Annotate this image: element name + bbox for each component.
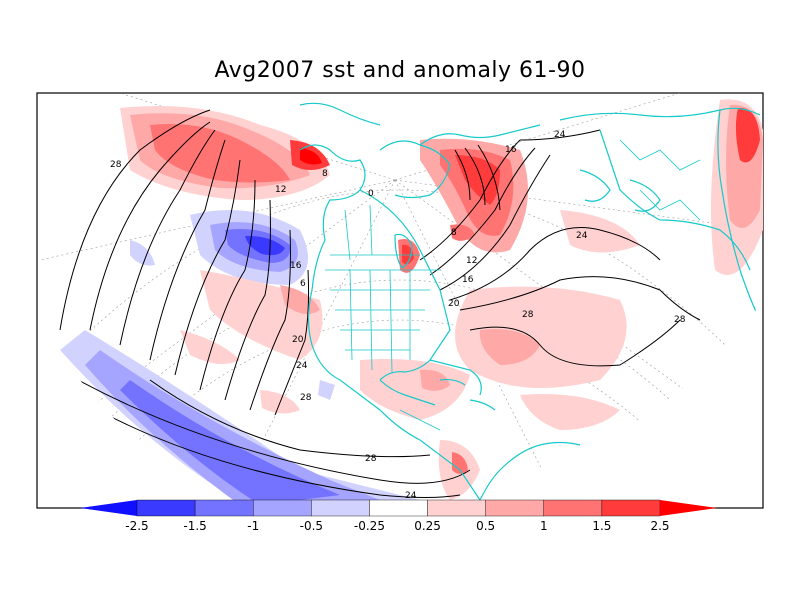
map-title: Avg2007 sst and anomaly 61-90: [214, 58, 586, 83]
colorbar-label: -0.5: [300, 519, 323, 533]
contour-label-c20-pac: 20: [292, 335, 304, 345]
contour-label-c6-pac: 6: [300, 279, 306, 289]
contour-label-c8-bering: 8: [322, 169, 328, 179]
colorbar-segment: [369, 499, 428, 517]
contour-label-c24-pac: 24: [296, 361, 308, 371]
colorbar-segment: [427, 499, 486, 517]
colorbar-segment: [311, 499, 370, 517]
colorbar-arrow-high: [660, 500, 717, 516]
colorbar-label: -2.5: [125, 519, 148, 533]
coastlines: [299, 102, 761, 501]
contour-label-c24-atl: 24: [576, 231, 588, 241]
contour-label-c28-nw: 28: [110, 160, 122, 170]
colorbar-label: 0.5: [476, 519, 495, 533]
contour-label-c12-gulf: 12: [275, 185, 286, 195]
map-content: [39, 93, 763, 505]
contour-labels: 28 12 16 8 6 20 24 28 28 24 12 16 20 28 24 28 24 16 8 0: [110, 130, 686, 501]
political-boundaries: [325, 139, 701, 431]
contour-label-c8-gl: 8: [451, 228, 457, 238]
colorbar-segment: [543, 499, 603, 517]
warm-anomaly-shading: [120, 99, 763, 500]
contour-label-c16-ne: 16: [505, 145, 517, 155]
colorbar-label: -1.5: [183, 519, 206, 533]
contour-label-c0-arc: 0: [368, 189, 374, 199]
contour-label-c16-pac: 16: [290, 261, 302, 271]
contour-label-c28-south: 28: [365, 454, 377, 464]
contour-label-c28-atl: 28: [522, 310, 534, 320]
contour-label-c24-south: 24: [405, 491, 417, 501]
colorbar: -2.5 -1.5 -1 -0.5 -0.25 0.25 0.5 1 1.5 2.5: [80, 499, 717, 533]
contour-label-c12-atl: 12: [466, 256, 477, 266]
colorbar-label: 0.25: [414, 519, 441, 533]
colorbar-label: 2.5: [650, 519, 669, 533]
contour-label-c28-pac: 28: [300, 393, 312, 403]
contour-label-c20-atl: 20: [448, 299, 460, 309]
contour-label-c16-atl: 16: [462, 275, 474, 285]
colorbar-arrow-low: [80, 500, 137, 516]
contour-label-c28-east: 28: [674, 315, 686, 325]
sst-contours: [59, 109, 701, 498]
colorbar-label: -1: [247, 519, 259, 533]
colorbar-label: 1.5: [592, 519, 611, 533]
colorbar-segment: [194, 499, 254, 517]
contour-label-c24-ne: 24: [554, 130, 566, 140]
colorbar-label: -0.25: [354, 519, 385, 533]
colorbar-segment: [253, 499, 312, 517]
colorbar-label: 1: [540, 519, 548, 533]
colorbar-segment: [136, 499, 196, 517]
colorbar-segment: [601, 499, 661, 517]
colorbar-segment: [485, 499, 544, 517]
